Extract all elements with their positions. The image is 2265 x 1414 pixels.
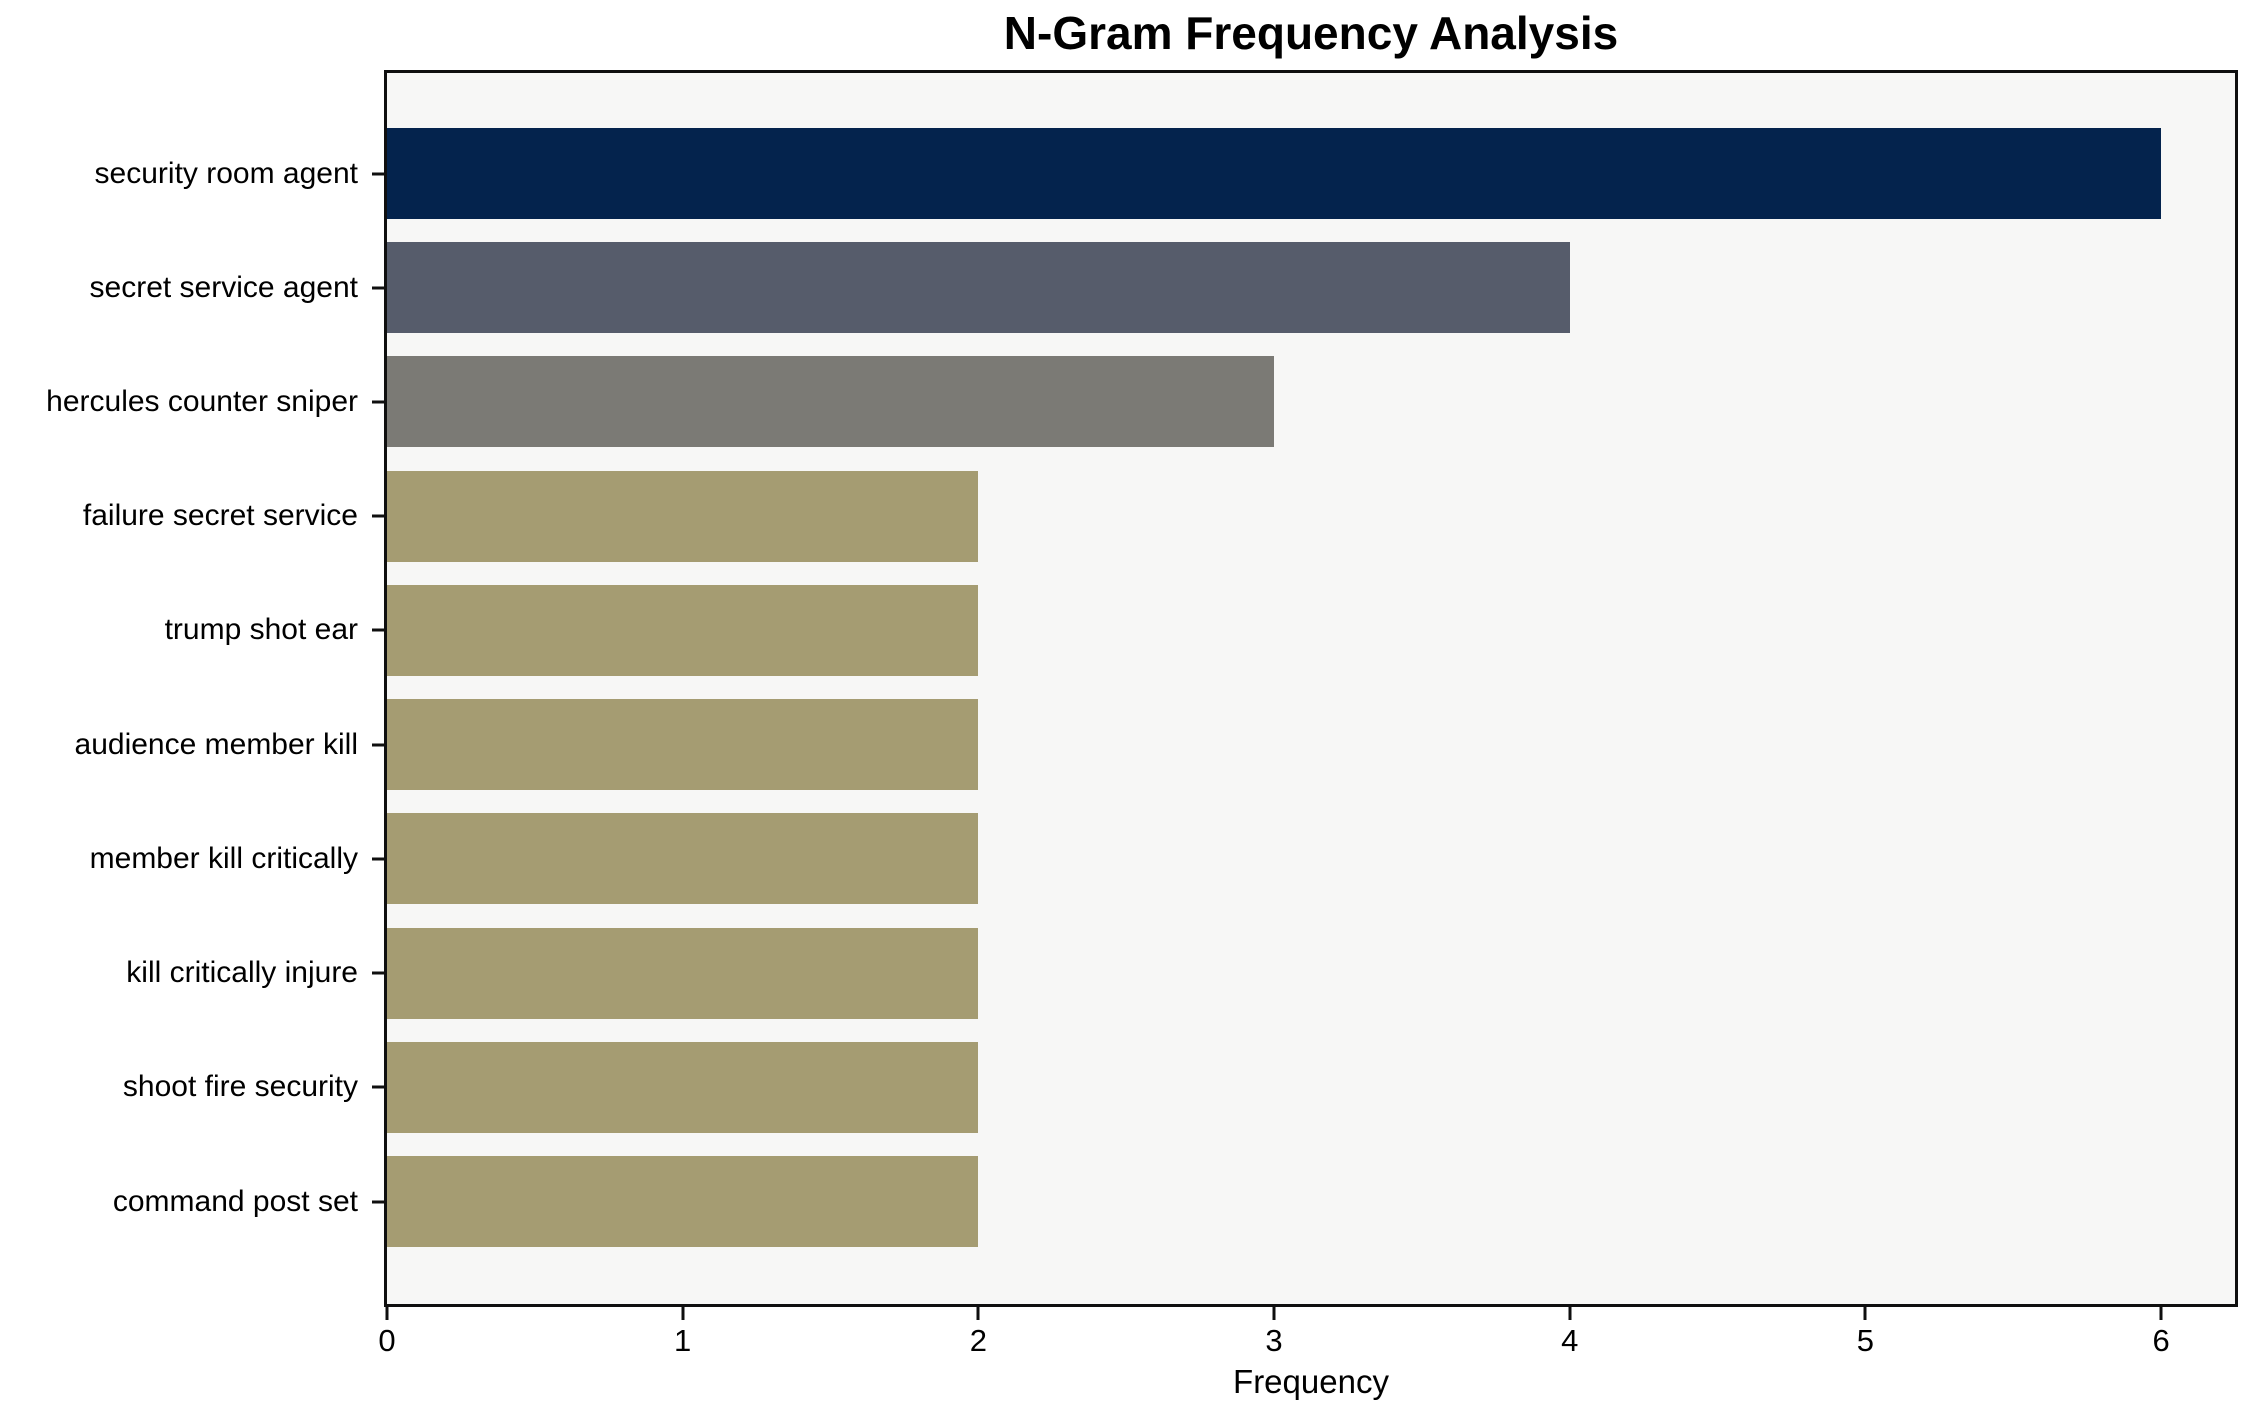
y-tick-label: trump shot ear <box>164 613 358 647</box>
bar <box>387 927 979 1019</box>
y-tick-mark <box>372 514 384 518</box>
y-tick-mark <box>372 172 384 175</box>
bar <box>387 1156 979 1247</box>
y-tick-label: member kill critically <box>89 841 358 875</box>
y-tick-mark <box>372 400 384 404</box>
x-tick-label: 4 <box>1561 1323 1579 1358</box>
y-tick-mark <box>372 1085 384 1089</box>
x-axis-title: Frequency <box>1233 1363 1389 1400</box>
x-tick-label: 3 <box>1265 1323 1283 1358</box>
y-tick-label: kill critically injure <box>126 956 358 990</box>
y-tick-label: command post set <box>112 1184 358 1218</box>
x-tick-mark <box>681 1307 685 1320</box>
y-tick-label: secret service agent <box>89 270 358 304</box>
y-tick-mark <box>372 971 384 975</box>
y-tick-label: hercules counter sniper <box>46 384 358 418</box>
y-tick-mark <box>372 857 384 861</box>
y-tick-label: audience member kill <box>74 727 358 761</box>
bar <box>387 699 979 791</box>
x-tick-mark <box>1863 1307 1867 1320</box>
x-tick-mark <box>385 1307 389 1320</box>
x-tick-mark <box>2159 1307 2163 1320</box>
bar <box>387 813 979 905</box>
chart-title: N-Gram Frequency Analysis <box>1003 7 1619 59</box>
bar <box>387 128 2162 219</box>
x-tick-label: 6 <box>2152 1323 2170 1358</box>
y-tick-mark <box>372 743 384 747</box>
x-tick-label: 2 <box>969 1323 987 1358</box>
y-tick-mark <box>372 1200 384 1203</box>
plot-area <box>384 70 2238 1307</box>
x-tick-mark <box>976 1307 980 1320</box>
bar <box>387 242 1570 334</box>
y-tick-label: failure secret service <box>82 499 358 533</box>
y-tick-label: shoot fire security <box>122 1070 358 1104</box>
x-tick-mark <box>1568 1307 1572 1320</box>
bar <box>387 356 1275 448</box>
bar <box>387 1041 979 1133</box>
y-tick-mark <box>372 286 384 290</box>
bar <box>387 584 979 676</box>
y-axis: security room agent secret service agent h… <box>0 70 384 1307</box>
bars-container <box>387 73 2235 1304</box>
x-tick-label: 1 <box>674 1323 692 1358</box>
x-axis: 0 1 2 3 4 5 6 <box>378 1307 2235 1387</box>
y-tick-mark <box>372 628 384 632</box>
y-tick-label: security room agent <box>94 156 358 190</box>
bar <box>387 470 979 562</box>
x-tick-label: 0 <box>378 1323 396 1358</box>
x-tick-mark <box>1272 1307 1276 1320</box>
x-tick-label: 5 <box>1856 1323 1875 1358</box>
